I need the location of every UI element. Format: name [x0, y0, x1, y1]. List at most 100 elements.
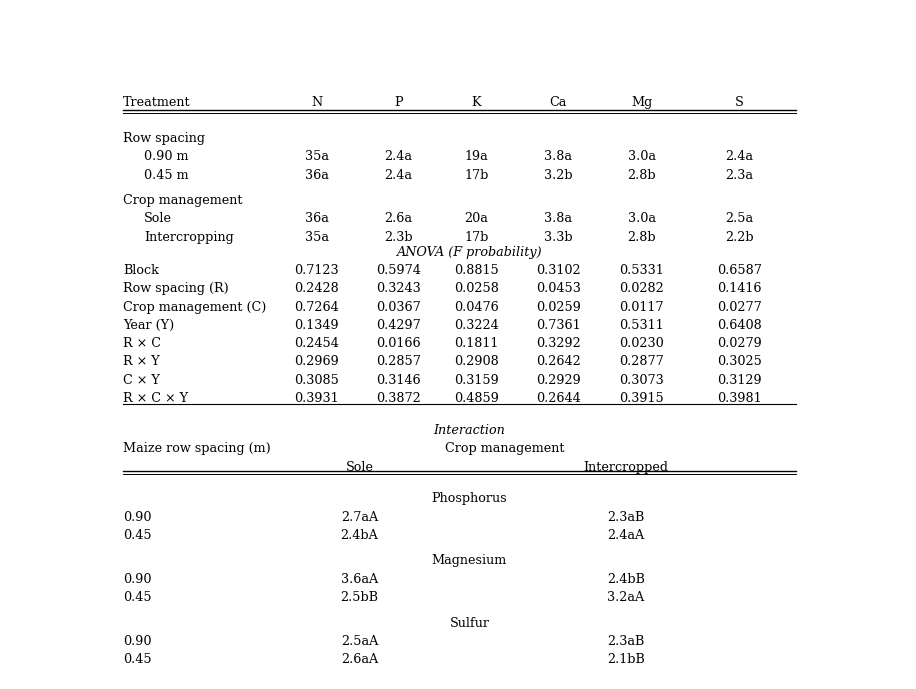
- Text: 0.2642: 0.2642: [536, 356, 581, 369]
- Text: N: N: [311, 96, 322, 109]
- Text: 2.4a: 2.4a: [385, 150, 412, 163]
- Text: 3.3b: 3.3b: [544, 231, 572, 244]
- Text: 0.5331: 0.5331: [619, 264, 664, 277]
- Text: 0.1811: 0.1811: [454, 337, 498, 350]
- Text: 0.3243: 0.3243: [376, 282, 420, 296]
- Text: 0.0279: 0.0279: [717, 337, 761, 350]
- Text: 0.2644: 0.2644: [536, 392, 581, 405]
- Text: 0.3159: 0.3159: [454, 373, 499, 387]
- Text: S: S: [735, 96, 744, 109]
- Text: 0.5311: 0.5311: [619, 319, 664, 332]
- Text: 0.3224: 0.3224: [454, 319, 499, 332]
- Text: 2.4a: 2.4a: [385, 169, 412, 182]
- Text: 2.3aB: 2.3aB: [607, 511, 644, 524]
- Text: Row spacing: Row spacing: [123, 132, 205, 145]
- Text: Treatment: Treatment: [123, 96, 191, 109]
- Text: 3.8a: 3.8a: [544, 212, 572, 225]
- Text: Magnesium: Magnesium: [431, 555, 507, 568]
- Text: 2.4a: 2.4a: [725, 150, 753, 163]
- Text: 0.2857: 0.2857: [376, 356, 420, 369]
- Text: 0.0367: 0.0367: [376, 300, 420, 313]
- Text: 0.3981: 0.3981: [717, 392, 761, 405]
- Text: 3.0a: 3.0a: [627, 212, 656, 225]
- Text: 0.0476: 0.0476: [454, 300, 499, 313]
- Text: 36a: 36a: [305, 169, 329, 182]
- Text: 2.6a: 2.6a: [385, 212, 412, 225]
- Text: Mg: Mg: [631, 96, 652, 109]
- Text: 0.0258: 0.0258: [454, 282, 499, 296]
- Text: 2.4bA: 2.4bA: [341, 529, 378, 542]
- Text: 3.2aA: 3.2aA: [607, 591, 644, 604]
- Text: 0.3292: 0.3292: [536, 337, 581, 350]
- Text: C × Y: C × Y: [123, 373, 160, 387]
- Text: Crop management (C): Crop management (C): [123, 300, 267, 313]
- Text: Ca: Ca: [550, 96, 567, 109]
- Text: Phosphorus: Phosphorus: [431, 493, 507, 506]
- Text: 0.3025: 0.3025: [717, 356, 761, 369]
- Text: 0.45: 0.45: [123, 653, 152, 666]
- Text: 35a: 35a: [305, 231, 329, 244]
- Text: 2.7aA: 2.7aA: [341, 511, 378, 524]
- Text: 0.2969: 0.2969: [294, 356, 339, 369]
- Text: 0.6408: 0.6408: [717, 319, 761, 332]
- Text: 0.2877: 0.2877: [619, 356, 664, 369]
- Text: 0.3102: 0.3102: [536, 264, 581, 277]
- Text: 2.6aA: 2.6aA: [341, 653, 378, 666]
- Text: 3.2b: 3.2b: [544, 169, 572, 182]
- Text: 2.8b: 2.8b: [627, 169, 656, 182]
- Text: 0.2929: 0.2929: [536, 373, 581, 387]
- Text: R × C × Y: R × C × Y: [123, 392, 188, 405]
- Text: 0.0453: 0.0453: [536, 282, 581, 296]
- Text: 0.7123: 0.7123: [295, 264, 339, 277]
- Text: 0.2428: 0.2428: [294, 282, 339, 296]
- Text: 17b: 17b: [464, 231, 489, 244]
- Text: 0.0166: 0.0166: [376, 337, 420, 350]
- Text: 0.1349: 0.1349: [295, 319, 339, 332]
- Text: 2.3a: 2.3a: [725, 169, 753, 182]
- Text: 0.45: 0.45: [123, 529, 152, 542]
- Text: 2.3aB: 2.3aB: [607, 635, 644, 648]
- Text: Sulfur: Sulfur: [450, 617, 489, 630]
- Text: 0.0259: 0.0259: [536, 300, 581, 313]
- Text: Crop management: Crop management: [123, 194, 243, 207]
- Text: 2.5aA: 2.5aA: [341, 635, 378, 648]
- Text: 0.3073: 0.3073: [619, 373, 664, 387]
- Text: 0.3915: 0.3915: [619, 392, 664, 405]
- Text: 0.5974: 0.5974: [376, 264, 420, 277]
- Text: 0.3146: 0.3146: [376, 373, 420, 387]
- Text: 3.0a: 3.0a: [627, 150, 656, 163]
- Text: 0.6587: 0.6587: [717, 264, 761, 277]
- Text: 36a: 36a: [305, 212, 329, 225]
- Text: 0.7361: 0.7361: [536, 319, 581, 332]
- Text: 2.8b: 2.8b: [627, 231, 656, 244]
- Text: ANOVA (F probability): ANOVA (F probability): [397, 246, 542, 259]
- Text: 0.0282: 0.0282: [619, 282, 664, 296]
- Text: 0.0230: 0.0230: [619, 337, 664, 350]
- Text: Maize row spacing (m): Maize row spacing (m): [123, 442, 271, 455]
- Text: R × Y: R × Y: [123, 356, 159, 369]
- Text: 3.6aA: 3.6aA: [341, 573, 378, 586]
- Text: Sole: Sole: [145, 212, 172, 225]
- Text: 0.90: 0.90: [123, 511, 151, 524]
- Text: 2.3b: 2.3b: [384, 231, 413, 244]
- Text: 3.8a: 3.8a: [544, 150, 572, 163]
- Text: 0.3085: 0.3085: [294, 373, 339, 387]
- Text: Block: Block: [123, 264, 158, 277]
- Text: 20a: 20a: [464, 212, 488, 225]
- Text: R × C: R × C: [123, 337, 161, 350]
- Text: Sole: Sole: [345, 461, 374, 474]
- Text: 0.2454: 0.2454: [294, 337, 339, 350]
- Text: 2.1bB: 2.1bB: [606, 653, 645, 666]
- Text: Row spacing (R): Row spacing (R): [123, 282, 229, 296]
- Text: 2.2b: 2.2b: [725, 231, 754, 244]
- Text: 0.90 m: 0.90 m: [145, 150, 189, 163]
- Text: 2.4aA: 2.4aA: [607, 529, 644, 542]
- Text: 0.3129: 0.3129: [717, 373, 761, 387]
- Text: 0.3872: 0.3872: [376, 392, 420, 405]
- Text: 0.0277: 0.0277: [717, 300, 761, 313]
- Text: 0.7264: 0.7264: [294, 300, 339, 313]
- Text: 2.5a: 2.5a: [725, 212, 753, 225]
- Text: 0.0117: 0.0117: [619, 300, 664, 313]
- Text: Interaction: Interaction: [433, 424, 506, 437]
- Text: 0.8815: 0.8815: [454, 264, 499, 277]
